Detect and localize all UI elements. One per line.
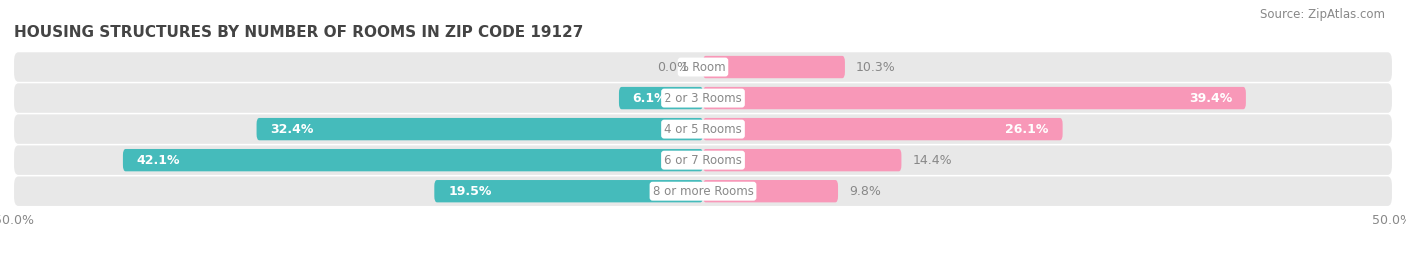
FancyBboxPatch shape	[122, 149, 703, 171]
Text: 1 Room: 1 Room	[681, 61, 725, 73]
FancyBboxPatch shape	[703, 118, 1063, 140]
FancyBboxPatch shape	[703, 180, 838, 202]
Text: 39.4%: 39.4%	[1189, 91, 1232, 105]
Text: 32.4%: 32.4%	[270, 123, 314, 136]
Text: 6 or 7 Rooms: 6 or 7 Rooms	[664, 154, 742, 167]
Text: Source: ZipAtlas.com: Source: ZipAtlas.com	[1260, 8, 1385, 21]
FancyBboxPatch shape	[703, 56, 845, 78]
FancyBboxPatch shape	[703, 149, 901, 171]
FancyBboxPatch shape	[14, 146, 1392, 175]
Text: 0.0%: 0.0%	[657, 61, 689, 73]
Text: 42.1%: 42.1%	[136, 154, 180, 167]
FancyBboxPatch shape	[14, 83, 1392, 113]
Text: 26.1%: 26.1%	[1005, 123, 1049, 136]
Text: 14.4%: 14.4%	[912, 154, 952, 167]
Text: 19.5%: 19.5%	[449, 185, 492, 198]
FancyBboxPatch shape	[14, 176, 1392, 206]
Text: 6.1%: 6.1%	[633, 91, 668, 105]
Text: 8 or more Rooms: 8 or more Rooms	[652, 185, 754, 198]
FancyBboxPatch shape	[434, 180, 703, 202]
FancyBboxPatch shape	[256, 118, 703, 140]
Text: 2 or 3 Rooms: 2 or 3 Rooms	[664, 91, 742, 105]
FancyBboxPatch shape	[619, 87, 703, 109]
FancyBboxPatch shape	[14, 52, 1392, 82]
FancyBboxPatch shape	[703, 87, 1246, 109]
Text: 9.8%: 9.8%	[849, 185, 882, 198]
Text: 4 or 5 Rooms: 4 or 5 Rooms	[664, 123, 742, 136]
Text: HOUSING STRUCTURES BY NUMBER OF ROOMS IN ZIP CODE 19127: HOUSING STRUCTURES BY NUMBER OF ROOMS IN…	[14, 25, 583, 40]
FancyBboxPatch shape	[14, 114, 1392, 144]
Text: 10.3%: 10.3%	[856, 61, 896, 73]
